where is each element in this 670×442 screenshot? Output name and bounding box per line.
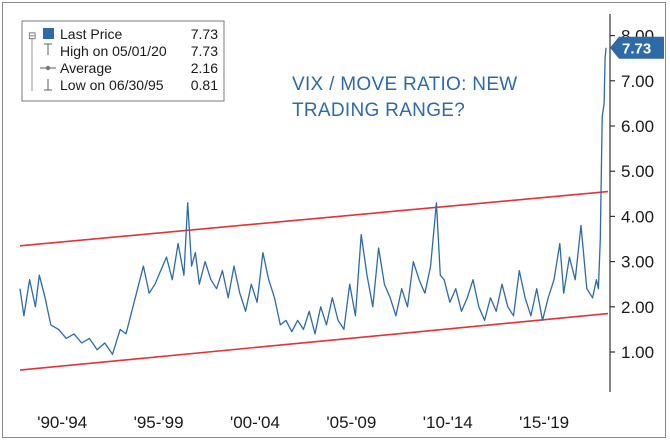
legend-box: [21, 20, 225, 102]
legend-label-average: Average: [60, 60, 112, 76]
legend-value-last-price: 7.73: [191, 26, 218, 42]
average-marker-icon: [40, 65, 56, 71]
y-tick-label: 3.00: [621, 253, 654, 272]
y-tick-label: 5.00: [621, 162, 654, 181]
series-group: [19, 47, 607, 355]
last-value-tag-label: 7.73: [622, 40, 651, 57]
legend: ⊟ Last Price 7.73 High on 05/01/20 7.73 …: [21, 20, 225, 102]
y-tick-label: 2.00: [621, 298, 654, 317]
y-tick-label: 4.00: [621, 207, 654, 226]
legend-value-low: 0.81: [191, 77, 218, 93]
x-tick-label: '05-'09: [326, 413, 376, 432]
trend-line: [19, 312, 609, 371]
y-tick-label: 1.00: [621, 343, 654, 362]
trend-lines: [19, 190, 609, 371]
legend-collapse-icon[interactable]: ⊟: [28, 31, 36, 42]
x-tick-label: '90-'94: [37, 413, 87, 432]
annotation-line-2: TRADING RANGE?: [292, 100, 465, 121]
annotation-line-1: VIX / MOVE RATIO: NEW: [292, 74, 518, 95]
legend-label-high: High on 05/01/20: [60, 43, 167, 59]
y-tick-label: 6.00: [621, 117, 654, 136]
square-icon: [43, 28, 54, 39]
x-tick-label: '15-'19: [519, 413, 569, 432]
x-axis-ticks: '90-'94 '95-'99 '00-'04 '05-'09 '10-'14 '15-'…: [37, 413, 569, 432]
trend-line: [19, 190, 609, 247]
legend-label-low: Low on 06/30/95: [60, 77, 164, 93]
legend-value-high: 7.73: [191, 43, 218, 59]
high-marker-icon: [44, 43, 52, 55]
y-axis-ticks: 1.002.003.004.005.006.007.008.00: [610, 27, 654, 362]
low-marker-icon: [44, 79, 52, 91]
x-tick-label: '10-'14: [423, 413, 473, 432]
last-value-tag-shape: [610, 36, 664, 59]
x-tick-label: '00-'04: [230, 413, 280, 432]
last-value-tag: 7.73: [610, 36, 664, 59]
legend-value-average: 2.16: [191, 60, 218, 76]
x-tick-label: '95-'99: [134, 413, 184, 432]
y-tick-label: 7.00: [621, 72, 654, 91]
series-line: [19, 47, 607, 355]
legend-label-last-price: Last Price: [60, 26, 122, 42]
